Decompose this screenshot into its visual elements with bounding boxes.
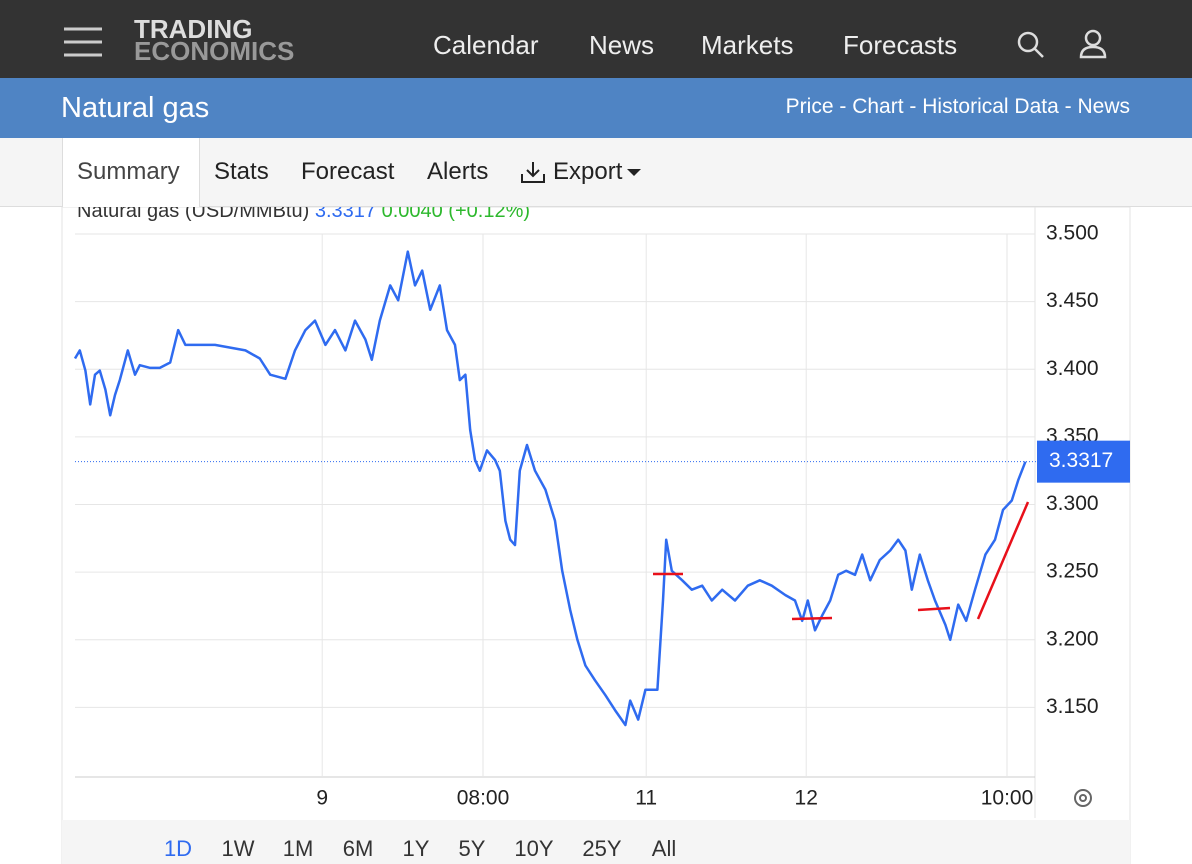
x-tick-label: 11 [635,787,657,810]
plot: 3.1503.2003.2503.3003.3503.4003.4503.500… [73,222,1130,810]
range-button[interactable]: 6M [342,836,374,861]
drawn-line [917,606,951,612]
y-tick-label: 3.400 [1046,357,1099,380]
logo[interactable]: TRADING ECONOMICS [134,14,295,66]
y-tick-label: 3.250 [1046,560,1099,583]
search-icon[interactable] [1016,30,1046,60]
tab[interactable]: Alerts [427,158,489,185]
title-banner: Natural gas Price - Chart - Historical D… [0,78,1192,138]
dropdown-caret [627,169,641,176]
range-button[interactable]: 1Y [402,836,430,861]
y-tick-label: 3.300 [1046,492,1099,515]
range-button[interactable]: 10Y [514,836,554,861]
active-tab-bg [62,138,200,207]
price-line [73,250,1027,727]
user-icon[interactable] [1078,28,1108,60]
nav-link[interactable]: News [589,30,655,60]
separator: - [1064,95,1072,118]
y-tick-label: 3.150 [1046,695,1099,718]
y-tick-label: 3.500 [1046,222,1099,245]
banner-link[interactable]: News [1077,95,1130,118]
tab[interactable]: Stats [214,158,269,185]
nav-link[interactable]: Calendar [433,30,539,60]
range-button[interactable]: 1W [221,836,255,861]
range-button[interactable]: All [651,836,677,861]
x-tick-label: 08:00 [457,787,510,810]
banner-links: Price - Chart - Historical Data - News [786,95,1130,119]
range-buttons: 1D 1W 1M 6M 1Y 5Y 10Y 25Y All [0,836,1192,864]
top-nav: TRADING ECONOMICS Calendar News Markets … [0,0,1192,78]
drawn-line [791,616,833,621]
gear-hub [1079,794,1087,802]
last-price-label: 3.3317 [1049,449,1113,472]
range-bar [62,820,1130,864]
banner-link[interactable]: Historical Data [922,95,1059,118]
range-button[interactable]: 1D [163,836,193,861]
drawings [653,501,1030,621]
banner-link[interactable]: Chart [852,95,904,118]
y-tick-label: 3.450 [1046,289,1099,312]
settings-icon[interactable] [1074,789,1092,807]
page-title: Natural gas [61,92,210,124]
drawn-line [976,501,1030,620]
last-price-box [1037,440,1130,483]
nav-link[interactable]: Markets [701,30,794,60]
tab[interactable]: Summary [77,158,180,185]
x-tick-label: 9 [316,787,328,810]
menu-icon[interactable] [64,26,104,58]
separator: - [909,95,917,118]
separator: - [839,95,847,118]
tab-bar: Summary Stats Forecast Alerts Export [0,138,1192,207]
x-tick-label: 10:00 [981,787,1034,810]
tab[interactable]: Forecast [301,158,395,185]
x-tick-label: 12 [795,787,818,810]
logo-bottom: ECONOMICS [134,36,295,66]
chart-panel [61,206,1131,864]
range-button[interactable]: 5Y [458,836,486,861]
logo-top: TRADING [134,14,253,44]
range-button[interactable]: 25Y [582,836,622,861]
download-icon [521,162,545,183]
y-tick-label: 3.200 [1046,627,1099,650]
banner-link[interactable]: Price [785,95,834,118]
gear-ring [1074,789,1092,807]
tab[interactable]: Export [553,158,623,185]
range-button[interactable]: 1M [282,836,314,861]
nav-link[interactable]: Forecasts [843,30,958,60]
